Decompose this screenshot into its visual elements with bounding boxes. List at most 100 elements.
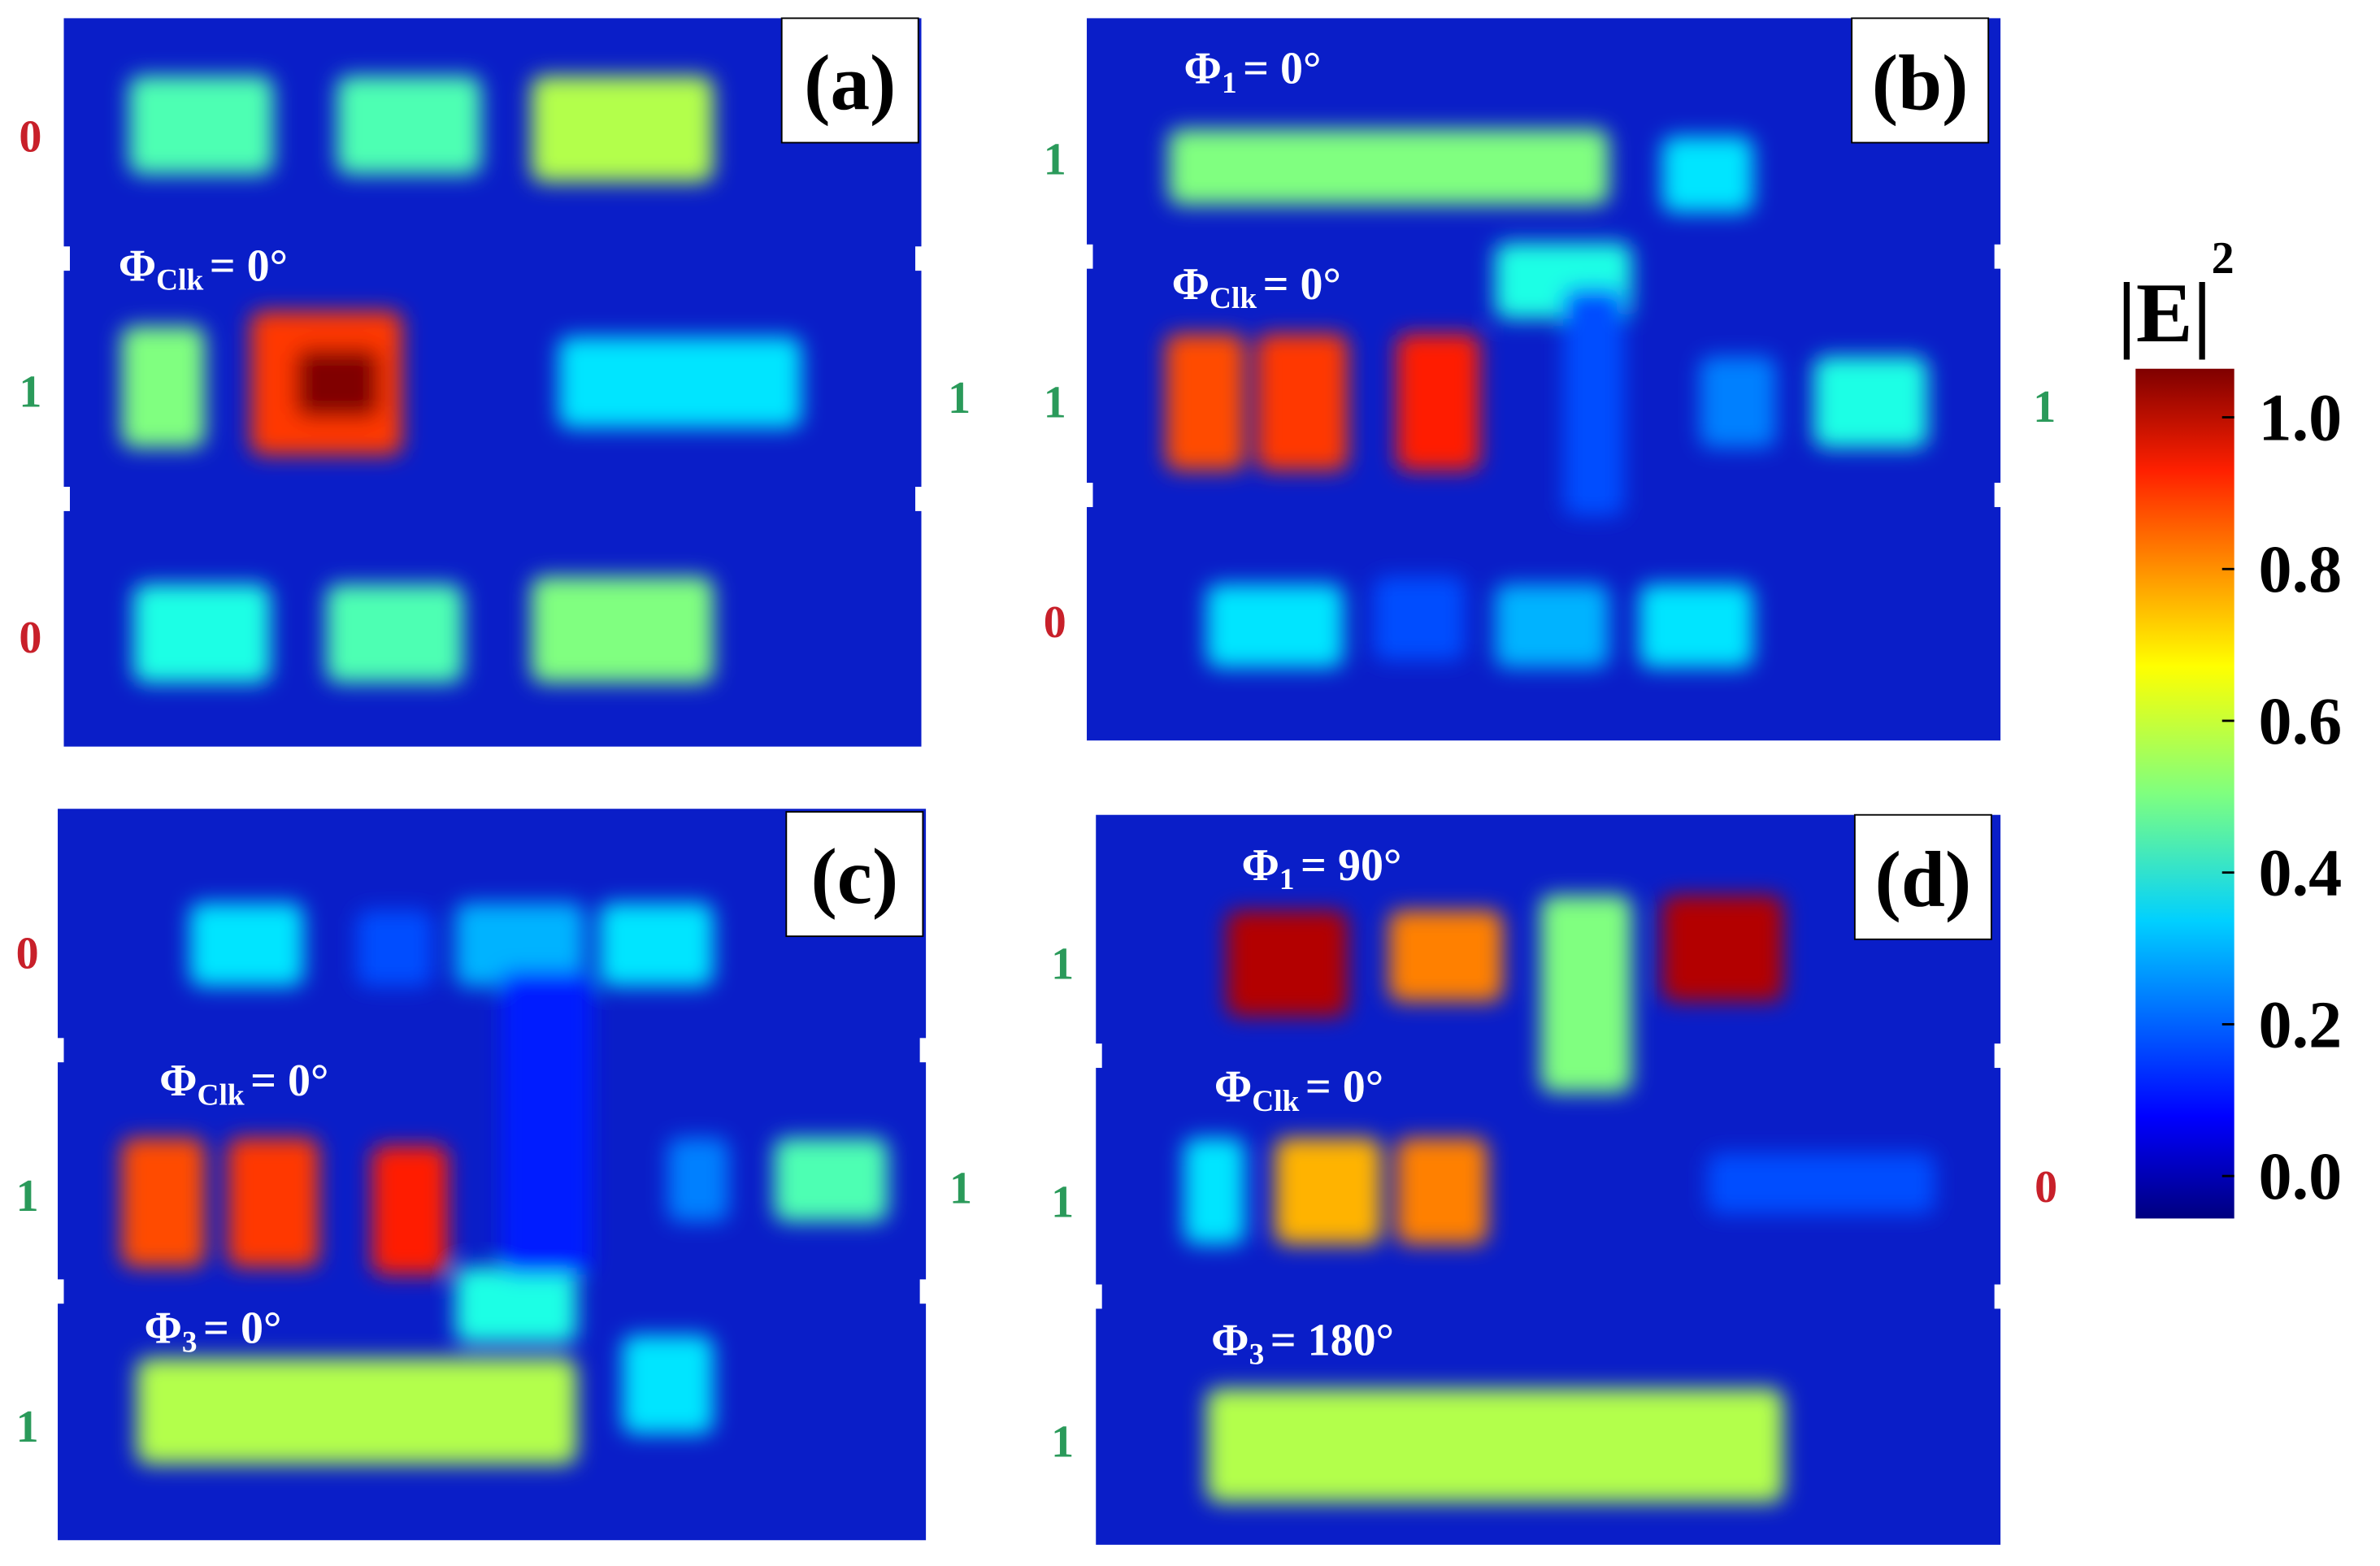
- phase-annotation: ΦClk = 0°: [1214, 1062, 1383, 1118]
- phase-subscript: 1: [1222, 67, 1237, 100]
- panel-label-box: [1851, 17, 1990, 144]
- field-map: [1183, 895, 1935, 1503]
- colorbar-title-main: |E|: [2117, 266, 2212, 360]
- edge-notch: [1994, 244, 2004, 269]
- field-spot: [531, 76, 714, 183]
- field-spot: [1166, 333, 1245, 471]
- port-label: 1: [16, 1402, 39, 1452]
- phase-value: = 0°: [250, 1056, 328, 1106]
- panel-label: (c): [810, 833, 898, 921]
- phase-annotation: ΦClk = 0°: [159, 1056, 328, 1112]
- field-spot: [501, 971, 593, 1275]
- field-spot: [1707, 1153, 1935, 1214]
- field-spot: [337, 76, 481, 175]
- phase-symbol: Φ: [1184, 44, 1222, 94]
- edge-notch: [1994, 1284, 2004, 1309]
- edge-notch: [1994, 1043, 2004, 1069]
- panel: (a) 0 1 0 1 ΦClk = 0°: [19, 17, 971, 747]
- edge-notch: [54, 1038, 64, 1063]
- edge-notch: [919, 1279, 929, 1304]
- field-spot: [326, 583, 463, 683]
- edge-notch: [1994, 483, 2004, 507]
- phase-subscript: Clk: [1252, 1085, 1299, 1118]
- colorbar-tick-label: 0.8: [2259, 532, 2343, 606]
- field-map: [1166, 128, 1928, 668]
- port-label: 1: [948, 373, 971, 423]
- field-spot: [128, 76, 274, 175]
- port-label: 0: [2035, 1162, 2057, 1212]
- port-label: 1: [1051, 1178, 1074, 1228]
- field-spot: [1226, 910, 1349, 1017]
- field-spot: [1396, 1138, 1488, 1245]
- field-spot: [1540, 895, 1632, 1093]
- phase-symbol: Φ: [1211, 1315, 1249, 1365]
- phase-symbol: Φ: [159, 1056, 197, 1106]
- phase-annotation: Φ1 = 0°: [1184, 44, 1322, 100]
- colorbar: [2135, 368, 2235, 1219]
- phase-annotation: Φ3 = 180°: [1211, 1315, 1394, 1371]
- field-spot: [137, 1358, 577, 1464]
- field-spot: [531, 576, 714, 683]
- edge-notch: [60, 487, 70, 511]
- phase-value: = 0°: [1243, 44, 1321, 94]
- field-spot: [1206, 1388, 1784, 1503]
- phase-value: = 0°: [1305, 1062, 1383, 1113]
- panel-label: (b): [1872, 39, 1969, 127]
- edge-notch: [1092, 1043, 1102, 1069]
- phase-symbol: Φ: [1241, 840, 1279, 891]
- port-label: 0: [19, 613, 41, 663]
- phase-value: = 0°: [1263, 259, 1341, 310]
- phase-annotation: Φ3 = 0°: [144, 1304, 281, 1360]
- field-spot: [622, 1335, 714, 1434]
- edge-notch: [919, 1038, 929, 1063]
- colorbar-tick-label: 0.0: [2259, 1139, 2343, 1213]
- panel-label: (d): [1875, 836, 1972, 924]
- phase-value: = 0°: [210, 241, 288, 291]
- field-spot: [228, 1138, 319, 1268]
- phase-subscript: Clk: [1210, 282, 1257, 315]
- edge-notch: [60, 246, 70, 271]
- phase-subscript: Clk: [156, 264, 203, 297]
- port-label: 0: [1044, 597, 1066, 648]
- phase-symbol: Φ: [1214, 1062, 1252, 1113]
- edge-notch: [1084, 244, 1093, 269]
- panel-label: (a): [804, 39, 896, 127]
- field-spot: [1639, 583, 1753, 668]
- panel-label-box: [780, 17, 919, 144]
- field-spot: [371, 1145, 448, 1275]
- colorbar-tick-label: 0.2: [2259, 987, 2343, 1061]
- port-label: 1: [1044, 135, 1066, 185]
- field-spot: [1373, 576, 1465, 661]
- phase-value: = 0°: [203, 1304, 281, 1354]
- field-spot: [189, 903, 304, 987]
- field-map: [121, 76, 801, 683]
- edge-notch: [1084, 483, 1093, 507]
- panel-label-box: [785, 811, 924, 938]
- field-spot: [455, 1267, 577, 1343]
- phase-subscript: 1: [1279, 863, 1295, 896]
- phase-annotation: ΦClk = 0°: [119, 241, 288, 297]
- phase-subscript: 3: [182, 1326, 198, 1360]
- edge-notch: [54, 1279, 64, 1304]
- field-spot: [1563, 288, 1625, 516]
- field-spot: [558, 336, 801, 428]
- field-spot: [1206, 583, 1344, 668]
- field-spot: [1257, 333, 1349, 471]
- edge-notch: [915, 246, 925, 271]
- port-label: 1: [16, 1171, 39, 1221]
- panel-label-box: [1853, 813, 1992, 940]
- field-spot: [774, 1138, 888, 1222]
- colorbar-title-sup: 2: [2212, 233, 2235, 284]
- colorbar-title: |E|2: [2117, 233, 2235, 360]
- phase-annotation: Φ1 = 90°: [1241, 840, 1401, 896]
- field-spot: [133, 583, 271, 683]
- field-spot: [1700, 356, 1776, 448]
- phase-symbol: Φ: [144, 1304, 181, 1354]
- field-spot: [121, 326, 206, 448]
- port-label: 1: [1044, 377, 1066, 427]
- colorbar-tick-label: 0.4: [2259, 836, 2343, 910]
